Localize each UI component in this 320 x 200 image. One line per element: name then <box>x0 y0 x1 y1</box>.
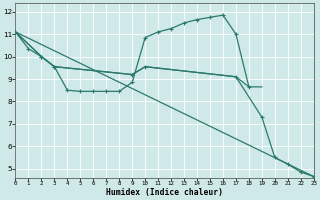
X-axis label: Humidex (Indice chaleur): Humidex (Indice chaleur) <box>106 188 223 197</box>
